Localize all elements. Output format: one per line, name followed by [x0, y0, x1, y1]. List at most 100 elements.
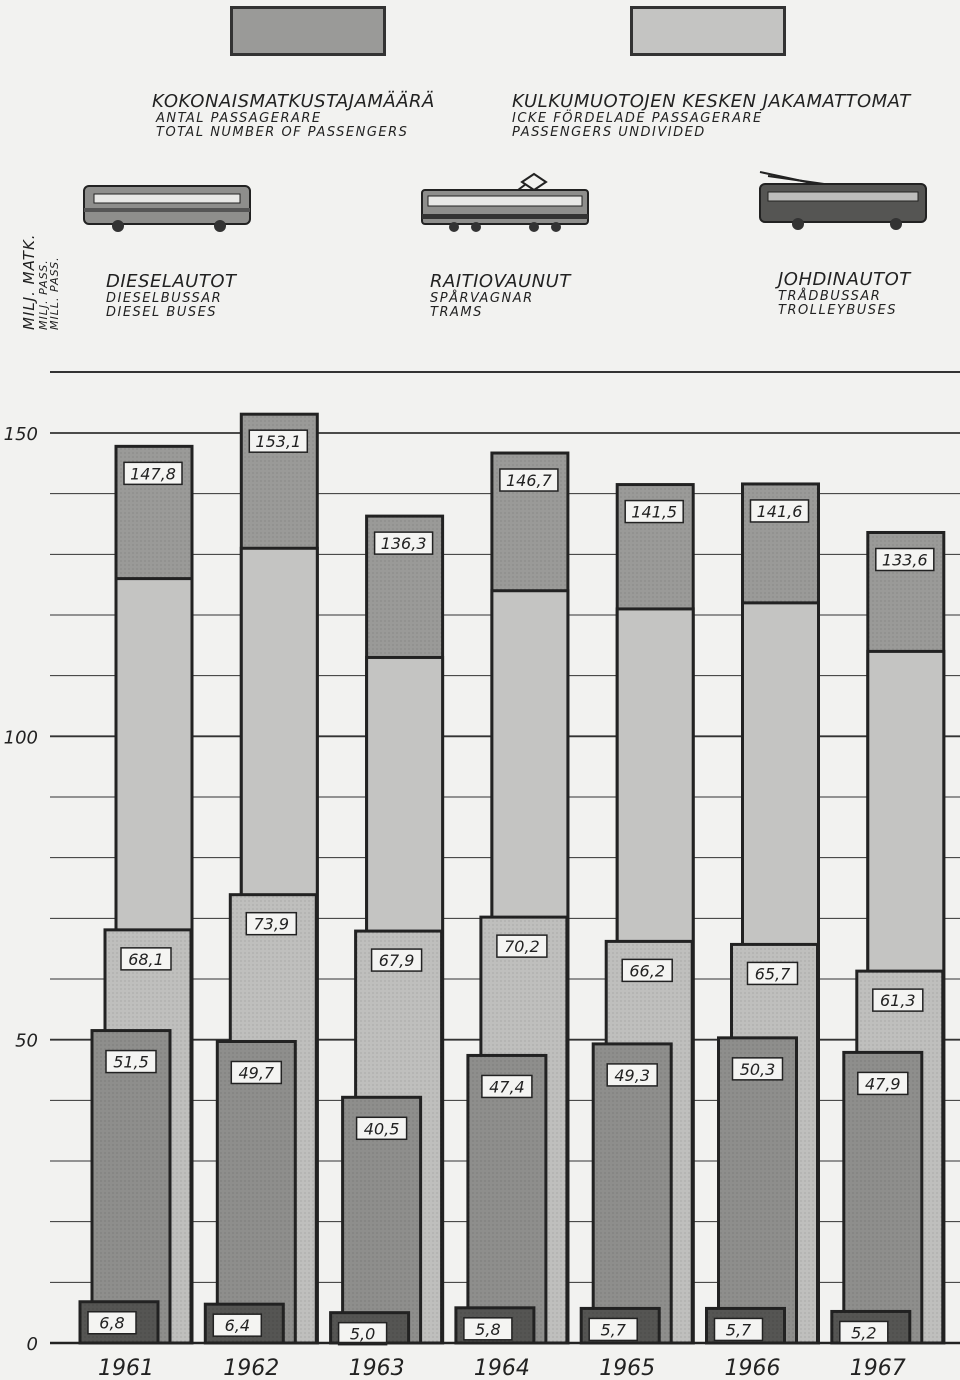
label-tram: 50,3 [740, 1060, 776, 1079]
bar-tram-texture [843, 1052, 922, 1343]
bar-group: 136,3 67,9 40,5 5,0 [329, 514, 445, 1346]
legend-undivided-en: PASSENGERS UNDIVIDED [512, 125, 706, 141]
label-tram: 51,5 [113, 1053, 149, 1072]
legend-total-sv: ANTAL PASSAGERARE [156, 110, 322, 126]
bar-group: 133,6 61,3 47,9 5,2 [830, 530, 946, 1345]
bars: 147,8 68,1 51,5 6,8 153,1 73,9 49,7 6,4 136,3 67,… [50, 412, 960, 1346]
legend-diesel-sv: DIESELBUSSAR [106, 290, 223, 306]
x-tick-labels: 1961 1962 1963 1964 1965 1966 1967 [98, 1356, 906, 1380]
label-trolley-box [588, 1317, 638, 1342]
legend-trolley-text: JOHDINAUTOT TRÅDBUSSAR TROLLEYBUSES [778, 270, 911, 318]
x-tick-label: 1964 [474, 1356, 530, 1380]
label-total-box [248, 429, 309, 453]
x-tick-label: 1965 [599, 1356, 655, 1380]
label-trolley-box [337, 1321, 388, 1346]
label-diesel-box [245, 911, 298, 936]
label-trolley-box [87, 1310, 137, 1335]
label-total-box [499, 468, 559, 492]
legend-tram-en: TRAMS [430, 305, 483, 321]
legend-diesel-en: DIESEL BUSES [106, 305, 218, 321]
label-total-box [749, 499, 810, 523]
label-tram: 47,4 [489, 1077, 525, 1096]
legend-total-fi: KOKONAISMATKUSTAJAMÄÄRÄ [152, 91, 435, 112]
bar-group: 147,8 68,1 51,5 6,8 [78, 444, 194, 1345]
label-trolley: 5,2 [851, 1323, 876, 1342]
label-trolley-box [212, 1313, 263, 1337]
label-tram-box [481, 1074, 533, 1099]
tram-icon [421, 172, 589, 232]
label-diesel: 66,2 [629, 961, 665, 980]
label-total-box [373, 531, 434, 555]
bar-group: 141,5 66,2 49,3 5,7 [579, 483, 695, 1345]
label-trolley: 6,4 [225, 1316, 250, 1335]
label-diesel-box [872, 988, 924, 1012]
label-total: 141,5 [631, 503, 677, 522]
label-trolley-box [463, 1317, 513, 1341]
label-total-box [624, 499, 684, 524]
label-tram-box [606, 1063, 658, 1087]
legend-trolley-sv: TRÅDBUSSAR [778, 288, 882, 304]
legend-trolley-fi: JOHDINAUTOT [778, 269, 911, 290]
y-tick-label: 150 [4, 424, 38, 445]
bar-group: 146,7 70,2 47,4 5,8 [454, 451, 570, 1345]
x-tick-label: 1967 [850, 1356, 906, 1380]
label-diesel: 65,7 [755, 964, 791, 983]
legend-diesel-fi: DIESELAUTOT [106, 271, 237, 292]
diesel-bus-icon [83, 185, 251, 232]
bar-group: 153,1 73,9 49,7 6,4 [203, 412, 319, 1345]
label-diesel: 67,9 [379, 951, 415, 970]
label-diesel: 68,1 [128, 950, 164, 969]
label-diesel-box [120, 947, 172, 971]
label-total: 141,6 [757, 502, 803, 521]
bar-group: 141,6 65,7 50,3 5,7 [705, 482, 820, 1345]
label-tram-box [857, 1071, 909, 1096]
x-tick-label: 1962 [223, 1356, 279, 1380]
label-total: 153,1 [255, 432, 301, 451]
legend-diesel-text: DIESELAUTOT DIESELBUSSAR DIESEL BUSES [106, 272, 237, 320]
legend-undivided-fi: KULKUMUOTOJEN KESKEN JAKAMATTOMAT [512, 91, 911, 112]
label-trolley: 5,8 [475, 1320, 500, 1339]
x-tick-label: 1966 [725, 1356, 781, 1380]
label-diesel: 61,3 [880, 991, 916, 1010]
legend-tram-sv: SPÅRVAGNAR [430, 290, 534, 306]
label-tram-box [731, 1057, 784, 1081]
y-tick-label: 0 [27, 1334, 38, 1355]
label-trolley-box [713, 1317, 764, 1342]
label-trolley: 6,8 [99, 1314, 124, 1333]
bar-tram-texture [467, 1055, 546, 1343]
label-diesel-box [370, 948, 423, 972]
bar-tram-texture [92, 1030, 170, 1343]
label-trolley: 5,7 [726, 1320, 752, 1339]
label-total: 146,7 [506, 471, 553, 490]
bar-tram-texture [593, 1043, 672, 1343]
label-total: 147,8 [130, 464, 176, 483]
label-tram: 49,3 [614, 1066, 650, 1085]
legend-undivided-text: KULKUMUOTOJEN KESKEN JAKAMATTOMAT ICKE F… [512, 92, 911, 140]
label-diesel-box [496, 934, 548, 958]
label-diesel-box [621, 958, 673, 983]
label-diesel-box [746, 961, 799, 986]
label-total: 136,3 [381, 534, 427, 553]
trolleybus-icon [759, 171, 927, 230]
bar-tram-texture [718, 1037, 797, 1343]
x-tick-label: 1961 [98, 1356, 154, 1380]
y-tick-label: 100 [4, 727, 38, 748]
legend-swatch-total [230, 6, 386, 56]
label-tram-box [105, 1049, 157, 1074]
label-total-box [123, 461, 183, 486]
label-total-box [875, 547, 935, 572]
x-tick-label: 1963 [349, 1356, 405, 1380]
label-tram: 47,9 [865, 1074, 901, 1093]
label-total: 133,6 [882, 550, 928, 569]
legend-trolley-en: TROLLEYBUSES [778, 303, 897, 319]
label-diesel: 73,9 [253, 915, 289, 934]
legend-tram-text: RAITIOVAUNUT SPÅRVAGNAR TRAMS [430, 272, 571, 320]
y-tick-labels: 0 50 100 150 [4, 424, 38, 1355]
legend-swatch-undivided [630, 6, 786, 56]
legend-undivided-sv: ICKE FÖRDELADE PASSAGERARE [512, 110, 763, 126]
label-tram: 49,7 [238, 1063, 274, 1082]
legend-tram-fi: RAITIOVAUNUT [430, 271, 571, 292]
bar-tram-texture [217, 1041, 296, 1343]
label-trolley: 5,7 [600, 1320, 626, 1339]
legend-total-text: KOKONAISMATKUSTAJAMÄÄRÄ ANTAL PASSAGERAR… [152, 92, 435, 140]
